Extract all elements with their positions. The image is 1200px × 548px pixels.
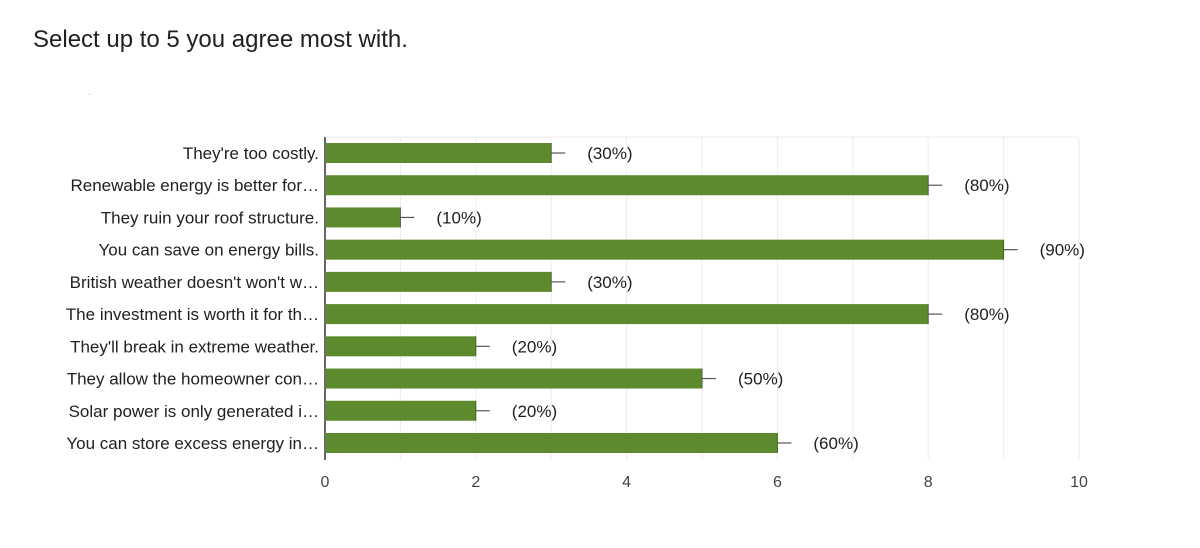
bar xyxy=(325,432,778,453)
data-label: (30%) xyxy=(587,273,632,292)
data-label: (20%) xyxy=(512,402,557,421)
category-label: They allow the homeowner con… xyxy=(67,370,319,389)
category-label: Renewable energy is better for… xyxy=(70,176,319,195)
category-label: You can save on energy bills. xyxy=(98,241,319,260)
bar xyxy=(325,207,401,228)
data-label: (90%) xyxy=(1040,241,1085,260)
category-label: They ruin your roof structure. xyxy=(101,208,319,227)
x-tick-label: 6 xyxy=(773,474,782,491)
data-label: (60%) xyxy=(813,434,858,453)
category-label: British weather doesn't won't w… xyxy=(70,273,319,292)
bar xyxy=(325,400,476,421)
x-tick-label: 8 xyxy=(924,474,933,491)
data-label: (30%) xyxy=(587,144,632,163)
bar xyxy=(325,239,1004,260)
data-label: (80%) xyxy=(964,176,1009,195)
x-tick-label: 0 xyxy=(321,474,330,491)
bar xyxy=(325,271,552,292)
data-label: (80%) xyxy=(964,305,1009,324)
data-label: (10%) xyxy=(436,208,481,227)
data-label: (20%) xyxy=(512,337,557,356)
bar xyxy=(325,143,552,163)
decorative-dot xyxy=(89,94,90,95)
category-label: The investment is worth it for th… xyxy=(66,305,319,324)
category-label: They're too costly. xyxy=(183,144,319,163)
bar xyxy=(325,368,702,389)
data-label: (50%) xyxy=(738,370,783,389)
bar xyxy=(325,304,929,325)
x-tick-label: 4 xyxy=(622,474,631,491)
question-title: Select up to 5 you agree most with. xyxy=(33,26,408,53)
bar xyxy=(325,175,929,196)
x-tick-label: 10 xyxy=(1070,474,1088,491)
bars: (30%) (80%) (10%) (90%) (30%) (80%) (20%) (50%)… xyxy=(325,143,1085,453)
category-label: Solar power is only generated i… xyxy=(69,402,319,421)
bar xyxy=(325,336,476,357)
x-axis-ticks: 0 2 4 6 8 10 xyxy=(321,474,1088,491)
category-labels: They're too costly. Renewable energy is b… xyxy=(66,144,319,453)
category-label: You can store excess energy in… xyxy=(66,434,319,453)
x-tick-label: 2 xyxy=(471,474,480,491)
category-label: They'll break in extreme weather. xyxy=(70,337,319,356)
